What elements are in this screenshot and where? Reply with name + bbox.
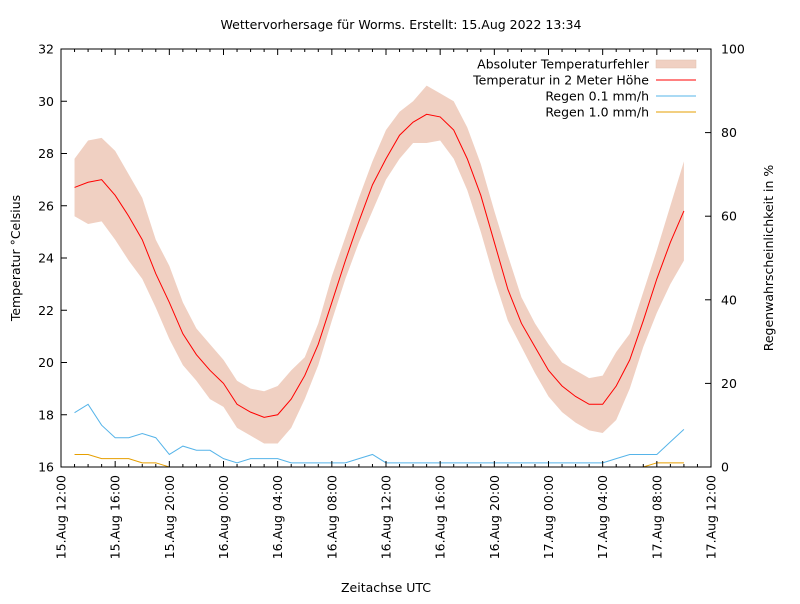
plot-data xyxy=(74,85,685,468)
x-tick-label: 15.Aug 16:00 xyxy=(108,475,123,559)
y-tick-label: 24 xyxy=(38,251,54,266)
y-tick-label: 22 xyxy=(38,303,54,318)
y2-tick-label: 0 xyxy=(721,460,729,475)
series-line-2 xyxy=(74,403,685,464)
y-tick-label: 26 xyxy=(38,198,54,213)
y-tick-label: 32 xyxy=(38,42,54,57)
series-line-3 xyxy=(74,453,684,468)
y2-tick-label: 40 xyxy=(721,292,737,307)
x-tick-label: 16.Aug 16:00 xyxy=(433,475,448,559)
legend-label: Absoluter Temperaturfehler xyxy=(477,57,650,72)
x-tick-label: 16.Aug 00:00 xyxy=(216,475,231,559)
chart-title: Wettervorhersage für Worms. Erstellt: 15… xyxy=(221,17,582,32)
x-tick-label: 16.Aug 12:00 xyxy=(379,475,394,559)
y-tick-label: 20 xyxy=(38,355,54,370)
y2-tick-label: 60 xyxy=(721,209,737,224)
axes: 16 18 20 22 24 26 28 30 32 0 20 40 60 80 100 15.Aug 12:… xyxy=(38,42,745,560)
legend-label: Temperatur in 2 Meter Höhe xyxy=(472,73,649,88)
x-axis-label: Zeitachse UTC xyxy=(341,580,431,595)
x-tick-label: 17.Aug 08:00 xyxy=(649,475,664,559)
temperature-error-band xyxy=(74,85,684,444)
y-tick-label: 16 xyxy=(38,460,54,475)
x-tick-label: 15.Aug 20:00 xyxy=(162,475,177,559)
y2-tick-label: 20 xyxy=(721,376,737,391)
x-tick-label: 15.Aug 12:00 xyxy=(54,475,69,559)
y2-tick-label: 80 xyxy=(721,125,737,140)
x-tick-label: 17.Aug 00:00 xyxy=(541,475,556,559)
y-axis-label: Temperatur °Celsius xyxy=(8,195,23,322)
x-tick-label: 16.Aug 08:00 xyxy=(324,475,339,559)
legend-label: Regen 0.1 mm/h xyxy=(545,89,649,104)
y2-tick-label: 100 xyxy=(721,42,745,57)
y2-axis-label: Regenwahrscheinlichkeit in % xyxy=(761,165,776,352)
legend-swatch xyxy=(655,59,697,69)
series-line-1 xyxy=(74,113,685,418)
legend-label: Regen 1.0 mm/h xyxy=(545,105,649,120)
y-tick-label: 28 xyxy=(38,146,54,161)
x-tick-label: 17.Aug 04:00 xyxy=(595,475,610,559)
y-tick-label: 30 xyxy=(38,94,54,109)
x-tick-label: 16.Aug 20:00 xyxy=(487,475,502,559)
x-tick-label: 17.Aug 12:00 xyxy=(704,475,719,559)
x-tick-label: 16.Aug 04:00 xyxy=(270,475,285,559)
y-tick-label: 18 xyxy=(38,407,54,422)
